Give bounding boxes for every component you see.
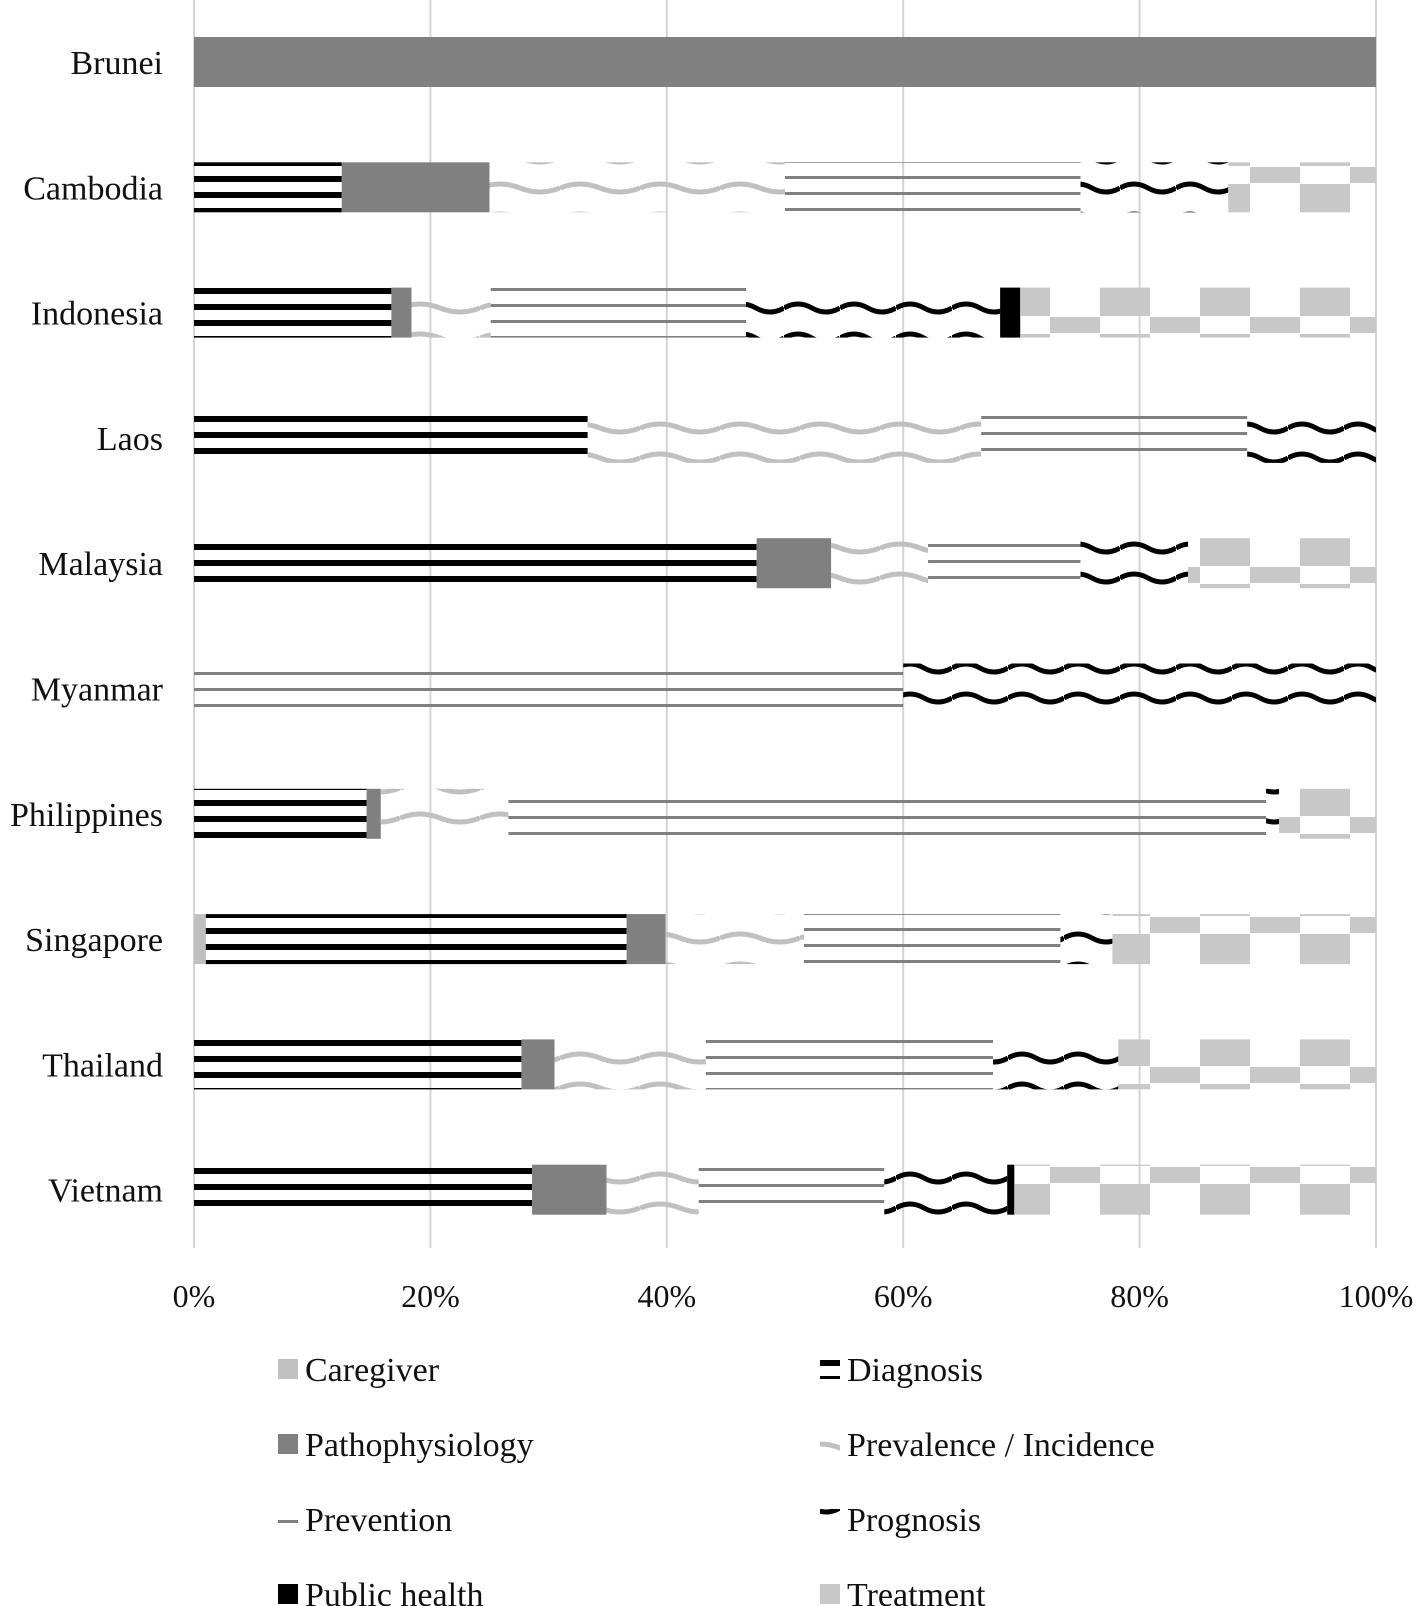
legend-swatch-diagnosis xyxy=(820,1359,840,1379)
bar-vietnam-prevention xyxy=(698,1164,885,1215)
legend-label-diagnosis: Diagnosis xyxy=(847,1352,983,1389)
legend-label-pathophysiology: Pathophysiology xyxy=(305,1427,534,1464)
bar-cambodia-treatment xyxy=(1228,162,1376,213)
bar-cambodia-prevalence-incidence xyxy=(489,162,785,213)
bar-laos-prevention xyxy=(981,412,1248,463)
category-label-cambodia: Cambodia xyxy=(23,170,163,207)
bar-philippines-treatment xyxy=(1279,788,1376,839)
legend-label-caregiver: Caregiver xyxy=(305,1352,440,1389)
category-label-singapore: Singapore xyxy=(25,922,163,959)
legend-swatch-prognosis xyxy=(820,1509,840,1529)
bar-philippines-diagnosis xyxy=(194,788,367,839)
bar-cambodia-diagnosis xyxy=(194,162,342,213)
bar-vietnam-pathophysiology xyxy=(532,1164,607,1215)
bar-cambodia-prognosis xyxy=(1080,162,1229,213)
category-label-indonesia: Indonesia xyxy=(31,296,163,333)
bar-singapore-treatment xyxy=(1112,914,1376,965)
bar-singapore-prevention xyxy=(803,914,1061,965)
bar-philippines-prevention xyxy=(508,788,1267,839)
category-label-myanmar: Myanmar xyxy=(31,672,164,709)
bar-myanmar-prevention xyxy=(194,663,904,714)
bar-cambodia-prevention xyxy=(785,162,1081,213)
legend-label-prevention: Prevention xyxy=(305,1502,452,1539)
bar-philippines-prevalence-incidence xyxy=(380,788,509,839)
bar-thailand-pathophysiology xyxy=(521,1039,555,1090)
category-label-philippines: Philippines xyxy=(10,797,163,834)
bar-cambodia-pathophysiology xyxy=(341,162,490,213)
legend-label-public-health: Public health xyxy=(305,1577,483,1606)
bar-laos-prevalence-incidence xyxy=(587,412,982,463)
legend-swatch-caregiver xyxy=(278,1359,298,1379)
bar-thailand-diagnosis xyxy=(194,1039,522,1090)
bar-singapore-prognosis xyxy=(1060,914,1113,965)
bar-vietnam-prognosis xyxy=(884,1164,1008,1215)
bar-malaysia-prognosis xyxy=(1080,538,1189,589)
x-tick-label-60: 60% xyxy=(874,1278,933,1314)
x-tick-label-20: 20% xyxy=(401,1278,460,1314)
bars xyxy=(194,37,1376,1215)
legend-swatch-prevalence-incidence xyxy=(820,1434,840,1454)
legend-swatch-pathophysiology xyxy=(278,1434,298,1454)
legend-swatch-treatment xyxy=(820,1584,840,1604)
bar-laos-prognosis xyxy=(1247,412,1376,463)
bar-indonesia-public-health xyxy=(1000,287,1021,338)
bar-indonesia-pathophysiology xyxy=(391,287,412,338)
bar-indonesia-prevention xyxy=(490,287,746,338)
legend-swatch-public-health xyxy=(278,1584,298,1604)
legend-label-prevalence-incidence: Prevalence / Incidence xyxy=(847,1427,1155,1464)
x-tick-label-0: 0% xyxy=(173,1278,216,1314)
category-label-vietnam: Vietnam xyxy=(48,1173,163,1210)
bar-vietnam-prevalence-incidence xyxy=(606,1164,699,1215)
legend-label-treatment: Treatment xyxy=(847,1577,986,1606)
category-label-laos: Laos xyxy=(97,421,163,458)
bar-malaysia-prevention xyxy=(928,538,1081,589)
bar-malaysia-pathophysiology xyxy=(756,538,832,589)
bar-vietnam-public-health xyxy=(1007,1164,1015,1215)
category-label-thailand: Thailand xyxy=(42,1047,163,1084)
bar-vietnam-diagnosis xyxy=(194,1164,533,1215)
bar-vietnam-treatment xyxy=(1014,1164,1376,1215)
bar-singapore-diagnosis xyxy=(205,914,627,965)
bar-philippines-prognosis xyxy=(1266,788,1280,839)
category-labels: Brunei Cambodia Indonesia Laos Malaysia Myanm… xyxy=(10,45,164,1210)
bar-malaysia-treatment xyxy=(1188,538,1376,589)
x-tick-labels: 0% 20% 40% 60% 80% 100% xyxy=(173,1278,1414,1314)
bar-thailand-prevention xyxy=(705,1039,994,1090)
bar-indonesia-prognosis xyxy=(745,287,1001,338)
bar-thailand-treatment xyxy=(1118,1039,1376,1090)
legend: Caregiver Diagnosis Pathophysiology Prevale… xyxy=(278,1352,1155,1606)
bar-thailand-prevalence-incidence xyxy=(554,1039,706,1090)
bar-singapore-pathophysiology xyxy=(626,914,666,965)
bar-laos-diagnosis xyxy=(194,412,588,463)
bar-indonesia-diagnosis xyxy=(194,287,392,338)
x-tick-label-80: 80% xyxy=(1110,1278,1169,1314)
bar-myanmar-prognosis xyxy=(903,663,1376,714)
bar-thailand-prognosis xyxy=(993,1039,1119,1090)
x-tick-label-100: 100% xyxy=(1339,1278,1414,1314)
bar-malaysia-diagnosis xyxy=(194,538,757,589)
bar-indonesia-treatment xyxy=(1020,287,1376,338)
x-tick-label-40: 40% xyxy=(637,1278,696,1314)
bar-singapore-prevalence-incidence xyxy=(665,914,804,965)
legend-label-prognosis: Prognosis xyxy=(847,1502,981,1539)
category-label-malaysia: Malaysia xyxy=(38,546,163,583)
bar-philippines-pathophysiology xyxy=(366,788,381,839)
bar-indonesia-prevalence-incidence xyxy=(411,287,491,338)
bar-singapore-caregiver xyxy=(194,914,206,965)
category-label-brunei: Brunei xyxy=(70,45,163,82)
legend-swatch-prevention xyxy=(278,1509,298,1529)
bar-malaysia-prevalence-incidence xyxy=(831,538,929,589)
bar-brunei-pathophysiology xyxy=(194,37,1376,87)
